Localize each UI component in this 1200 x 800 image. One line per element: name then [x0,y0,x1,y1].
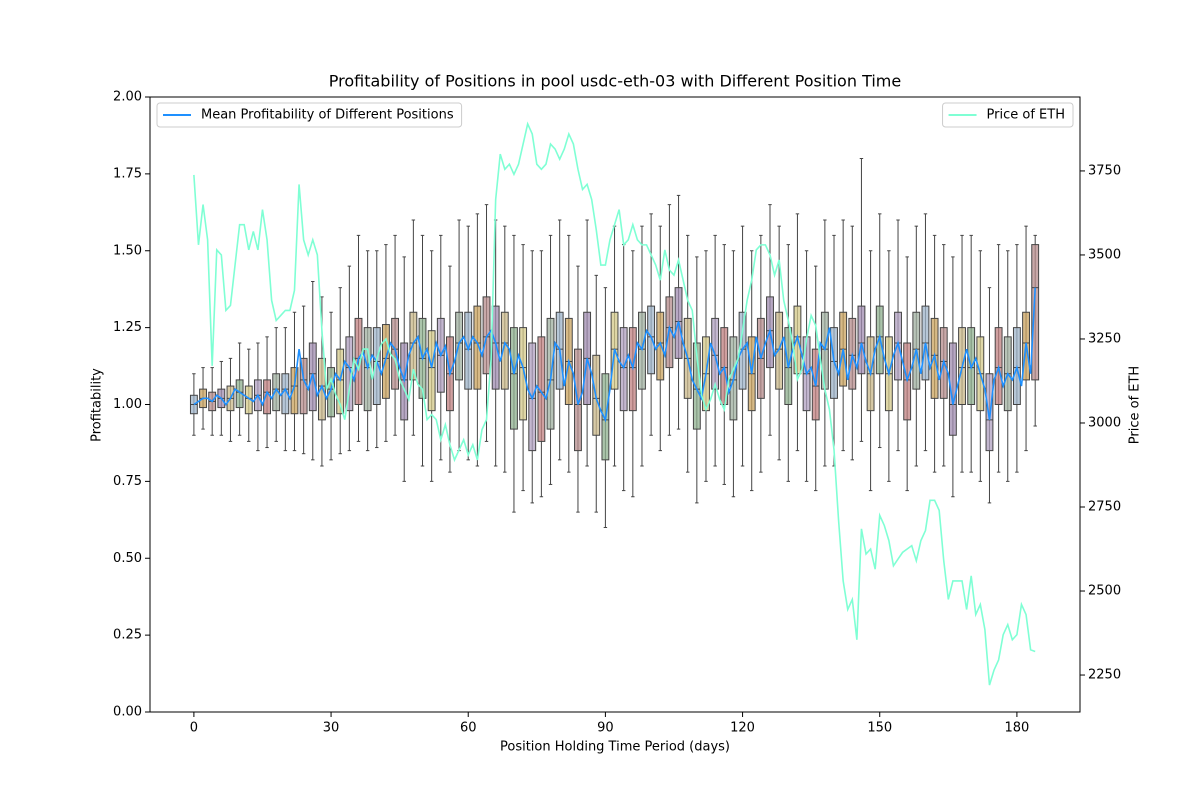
x-tick-label: 60 [460,721,477,736]
y2-tick-label: 3750 [1088,163,1121,178]
chart-title: Profitability of Positions in pool usdc-… [329,72,901,91]
legend: Mean Profitability of Different Position… [156,102,463,128]
x-axis-label: Position Holding Time Period (days) [500,740,730,755]
x-tick-label: 150 [867,721,892,736]
y-tick-label: 0.00 [113,705,142,720]
legend-label: Mean Profitability of Different Position… [201,108,454,123]
x-tick-label: 90 [597,721,614,736]
box [345,336,354,412]
y2-tick-label: 2750 [1088,500,1121,515]
box [482,296,491,375]
y-tick-label: 1.25 [113,320,142,335]
box [391,317,400,390]
box [775,311,784,390]
plot-area [189,121,1040,686]
y2-tick-label: 3250 [1088,331,1121,346]
box [272,373,281,412]
box [985,373,994,452]
y2-tick-label: 3000 [1088,415,1121,430]
series-line [193,121,1036,686]
box [1031,244,1040,381]
box [473,305,482,390]
box [537,336,546,442]
box [510,327,518,430]
legend-label: Price of ETH [987,108,1065,123]
axes-frame [149,96,1081,713]
legend-frame [942,102,1074,128]
y-tick-label: 0.75 [113,474,142,489]
y-tick-label: 0.50 [113,551,142,566]
box [382,324,390,399]
x-tick-label: 30 [323,721,340,736]
y-tick-label: 1.75 [113,166,142,181]
legend-frame [156,102,463,128]
box [427,330,436,412]
x-tick-label: 180 [1004,721,1029,736]
y2-tick-label: 3500 [1088,247,1121,262]
y-tick-label: 1.50 [113,243,142,258]
box [491,305,500,390]
legend: Price of ETH [942,102,1074,128]
series-line [193,287,1036,423]
box [500,311,509,390]
x-tick-label: 120 [730,721,755,736]
box [519,327,528,421]
box [336,348,345,415]
y-axis-label: Profitability [90,368,105,442]
box [317,357,326,421]
box [857,305,866,375]
box [647,305,656,375]
y-tick-label: 0.25 [113,628,142,643]
box [290,367,299,415]
box [372,327,381,405]
box [638,311,646,390]
y2-tick-label: 2250 [1088,668,1121,683]
y2-tick-label: 2500 [1088,584,1121,599]
box [619,327,628,412]
y2-axis-label: Price of ETH [1128,366,1143,444]
box [656,311,665,381]
y-tick-label: 1.00 [113,397,142,412]
x-tick-label: 0 [190,721,198,736]
y-tick-label: 2.00 [113,90,142,105]
box [409,311,418,381]
